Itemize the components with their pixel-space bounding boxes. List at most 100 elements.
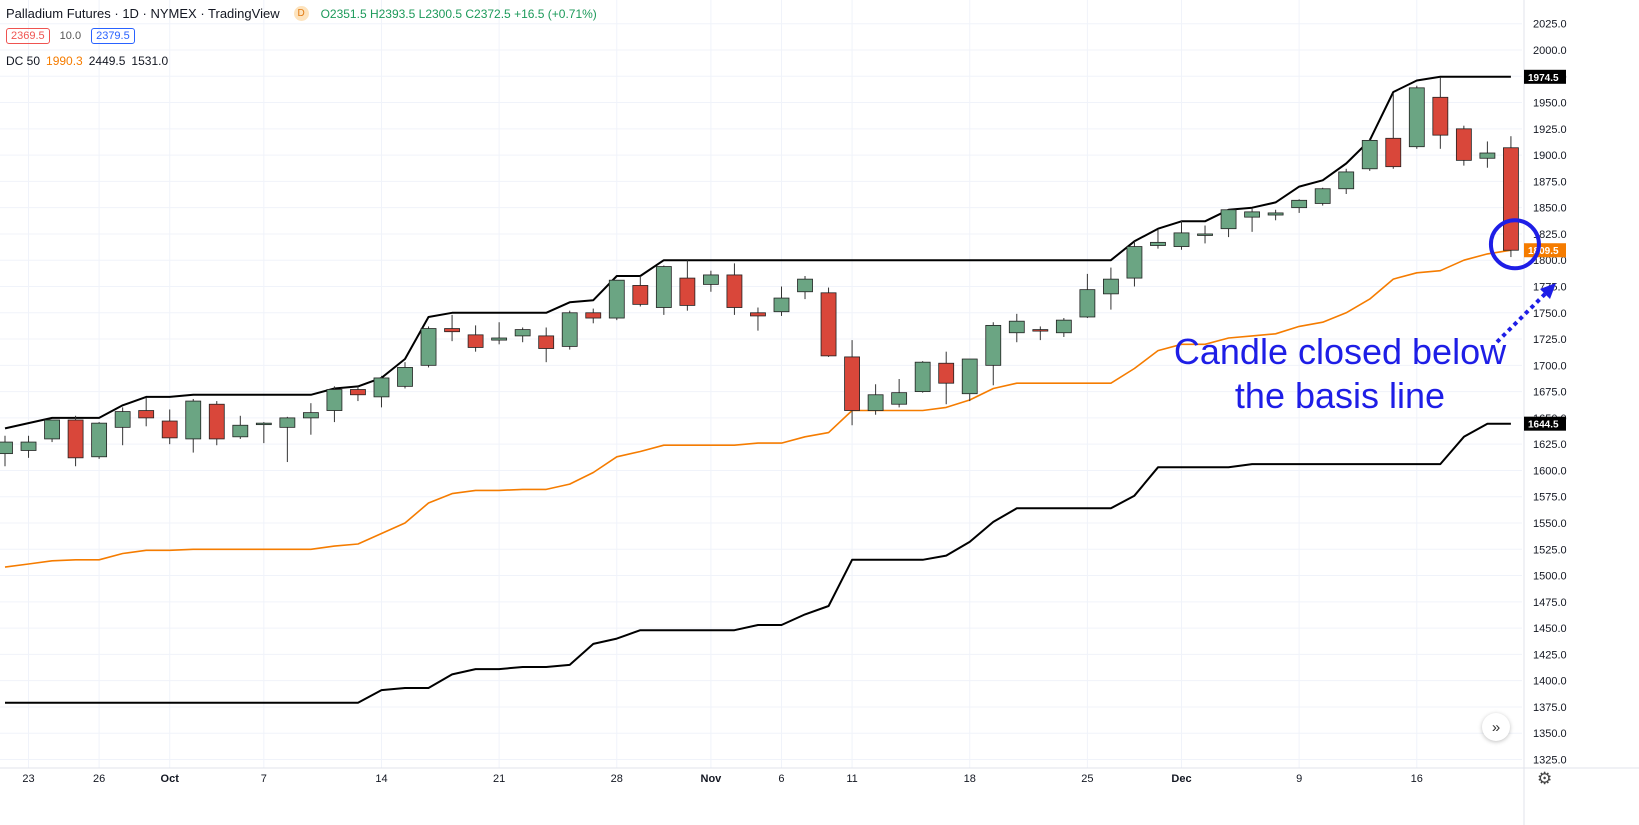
gear-icon[interactable]: ⚙ [1537,769,1553,788]
candle-body-up [703,274,719,285]
price-label-text: 1809.5 [1528,246,1559,257]
candle-body-down [208,403,225,440]
y-tick-label: 2000.0 [1533,45,1567,57]
indicator-basis-value: 1990.3 [46,54,83,68]
candle-body-up [1126,246,1143,279]
symbol-title[interactable]: Palladium Futures · 1D · NYMEX · Trading… [6,6,280,21]
candle-body-up [20,441,37,451]
candle-body-up [608,279,625,319]
price-label-text: 1644.5 [1528,420,1559,431]
candle-body-down [938,362,955,384]
x-tick-label: 18 [964,773,976,785]
y-tick-label: 1375.0 [1533,702,1567,714]
candle-body-up [420,328,437,366]
candle-body-up [373,377,390,398]
donchian-upper-line [4,75,1511,430]
x-tick-label: Oct [161,773,180,785]
candle-body-down [161,420,178,439]
y-tick-label: 1325.0 [1533,755,1567,767]
candle-body-up [397,367,413,387]
x-tick-label: 23 [22,773,34,785]
indicator-legend[interactable]: DC 50 1990.3 2449.5 1531.0 [6,54,168,68]
y-tick-label: 1875.0 [1533,176,1567,188]
candle-body-up [514,329,531,337]
candle-body-down [1455,128,1472,161]
x-tick-label: 16 [1411,773,1423,785]
candle-body-down [585,312,602,319]
double-chevron-right-icon: » [1491,718,1501,736]
y-tick-label: 1575.0 [1533,492,1567,504]
candle-body-down [1385,137,1402,168]
candle-body-up [1291,199,1308,209]
candle-body-down [67,419,84,459]
candle-body-up [891,392,908,405]
candle-body-up [1103,278,1119,295]
candle-body-down [1503,147,1519,251]
candle-body-up [1361,139,1378,170]
y-tick-label: 1525.0 [1533,544,1567,556]
candle-body-up [561,312,578,347]
chart-header: Palladium Futures · 1D · NYMEX · Trading… [6,6,597,21]
x-tick-label: 7 [261,773,267,785]
y-tick-label: 1700.0 [1533,360,1567,372]
scroll-to-realtime-button[interactable]: » [1482,713,1510,741]
candle-body-up [867,394,884,411]
indicator-upper-value: 2449.5 [88,54,126,68]
candle-body-down [750,312,766,317]
candle-body-up [326,389,343,411]
candle-body-up [655,266,672,308]
candle-body-up [1338,171,1355,190]
candle-body-down [844,356,860,411]
candle-body-up [1079,289,1096,318]
candle-body-down [138,410,155,419]
candle-body-up [44,419,60,440]
price-label-box [1524,69,1566,84]
x-tick-label: 9 [1296,773,1302,785]
price-label-text: 1974.5 [1528,73,1559,84]
y-tick-label: 1800.0 [1533,255,1567,267]
candle-body-down [1432,96,1449,136]
candle-body-up [185,400,202,440]
y-tick-label: 1400.0 [1533,676,1567,688]
y-tick-label: 1625.0 [1533,439,1567,451]
candle-body-up [773,297,790,313]
x-tick-label: 21 [493,773,505,785]
annotation-arrowhead [1540,283,1556,299]
indicator-name: DC 50 [6,54,41,68]
candle-body-up [1244,211,1260,218]
y-tick-label: 1850.0 [1533,203,1567,215]
sell-price-button[interactable]: 2369.5 [6,28,50,44]
bid-ask-row: 2369.5 10.0 2379.5 [6,28,135,44]
y-tick-label: 1950.0 [1533,98,1567,110]
candle-body-down [820,292,837,357]
price-label-box [1524,243,1566,258]
candle-body-up [985,324,1002,366]
buy-price-button[interactable]: 2379.5 [91,28,135,44]
x-tick-label: 28 [611,773,623,785]
data-provider-badge[interactable]: D [293,6,309,21]
candle-body-up [1150,241,1166,246]
candle-body-down [538,335,555,349]
candle-body-up [1314,188,1331,204]
x-tick-label: Nov [701,773,723,785]
candle-body-up [232,424,249,438]
candle-body-up [302,412,319,419]
x-tick-label: Dec [1171,773,1191,785]
candle-body-up [1055,319,1072,334]
candle-body-down [1032,329,1049,332]
annotation-text: Candle closed below the basis line [1130,330,1550,418]
donchian-basis-line [4,249,1512,568]
y-tick-label: 1675.0 [1533,387,1567,399]
candle-body-up [1008,320,1025,334]
y-tick-label: 1425.0 [1533,649,1567,661]
y-tick-label: 1825.0 [1533,229,1567,241]
candle-body-up [491,337,508,341]
y-tick-label: 1725.0 [1533,334,1567,346]
donchian-lower-line [5,422,1511,704]
x-tick-label: 6 [778,773,784,785]
y-tick-label: 1350.0 [1533,728,1567,740]
price-label-box [1524,416,1566,431]
candle-body-up [961,358,978,395]
y-tick-label: 1475.0 [1533,597,1567,609]
